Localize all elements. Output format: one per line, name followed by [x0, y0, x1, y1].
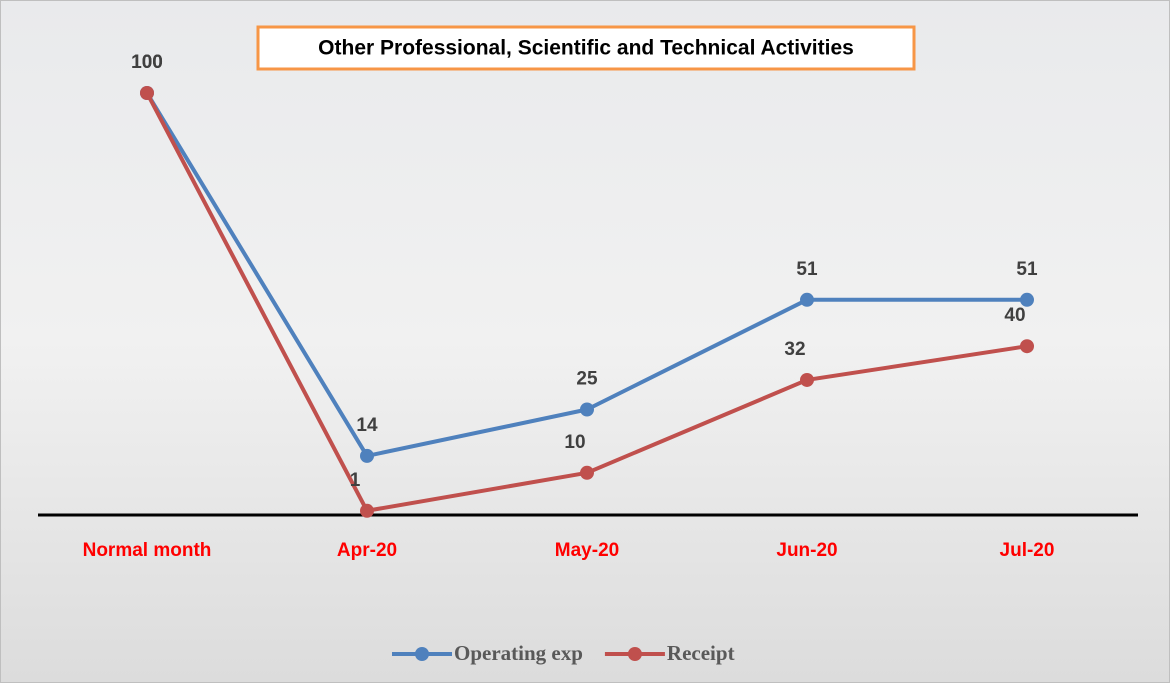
- x-tick-label: Jul-20: [1000, 540, 1055, 561]
- legend-marker: [415, 647, 429, 661]
- data-point: [1020, 339, 1034, 354]
- data-label: 25: [576, 369, 598, 390]
- legend-label: Receipt: [667, 641, 735, 665]
- data-label: 40: [1004, 305, 1025, 326]
- x-tick-label: Jun-20: [776, 540, 837, 561]
- x-tick-label: Normal month: [83, 540, 212, 561]
- legend-marker: [627, 647, 642, 661]
- data-point: [360, 503, 374, 518]
- data-label: 100: [131, 52, 163, 73]
- legend-label: Operating exp: [454, 641, 583, 665]
- data-label: 10: [564, 432, 585, 453]
- data-point: [140, 86, 154, 100]
- data-label: 51: [796, 259, 818, 280]
- data-point: [360, 448, 374, 463]
- data-point: [800, 292, 814, 307]
- data-point: [800, 372, 814, 387]
- x-tick-label: Apr-20: [337, 540, 397, 561]
- title-box: [256, 25, 916, 71]
- data-point: [580, 465, 594, 480]
- data-point: [1020, 292, 1034, 307]
- data-label: 32: [784, 339, 805, 360]
- data-label: 1: [350, 470, 361, 491]
- data-label: 14: [356, 415, 378, 436]
- data-label: 100: [131, 52, 163, 73]
- data-point: [580, 402, 594, 417]
- chart-title: Other Professional, Scientific and Techn…: [318, 37, 854, 60]
- data-label: 51: [1016, 259, 1038, 280]
- x-tick-label: May-20: [555, 540, 619, 561]
